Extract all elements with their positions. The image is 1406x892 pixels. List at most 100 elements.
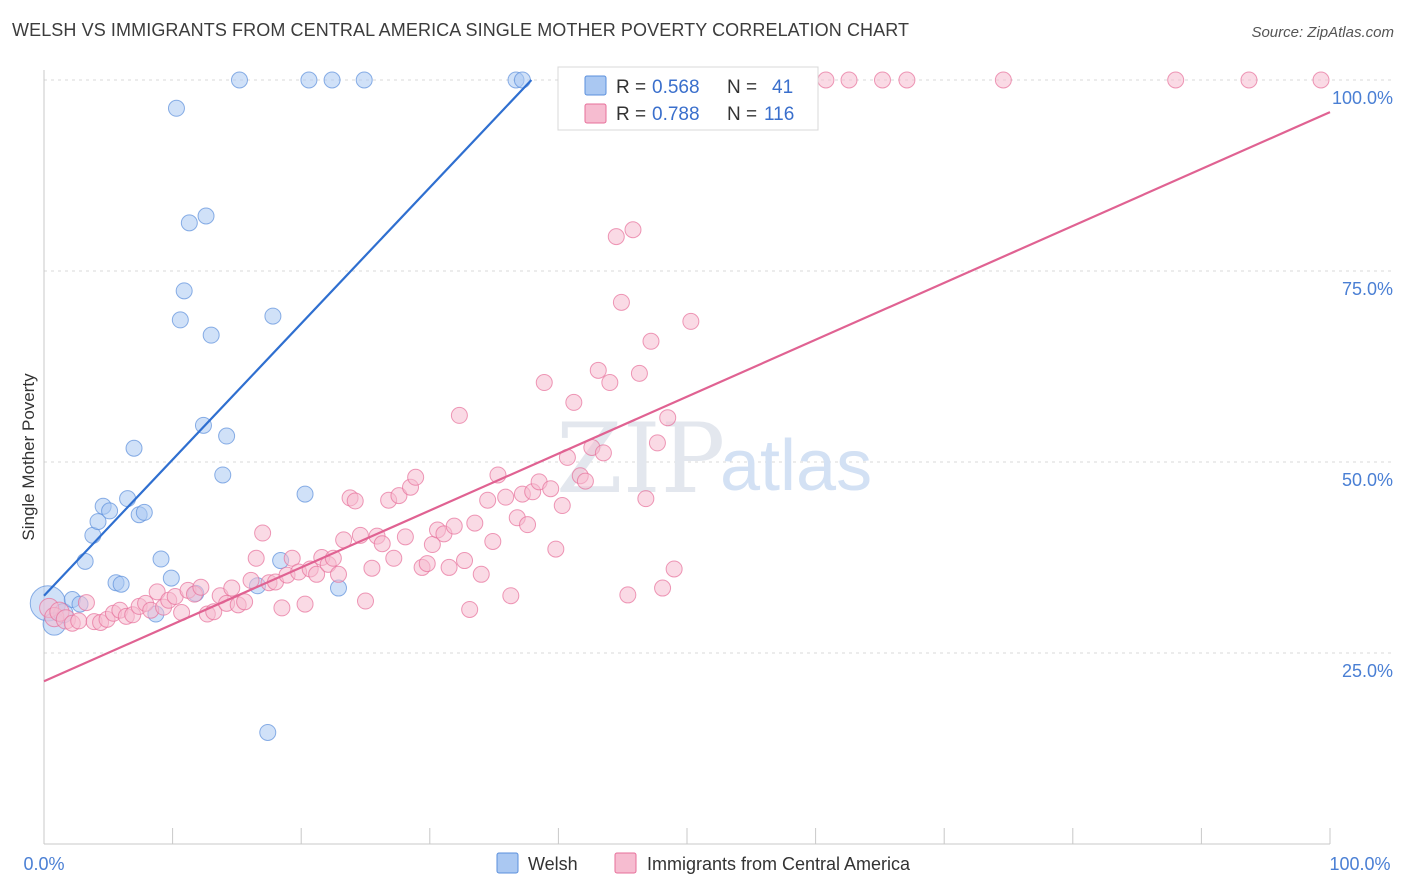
- welsh-point-13: [125, 439, 143, 457]
- immigrants-point-103: [648, 434, 666, 452]
- series-legend-swatch-welsh: [496, 852, 519, 874]
- legend-r-label-immigrants: R =: [616, 104, 646, 125]
- immigrants-trend-line: [43, 111, 1331, 683]
- immigrants-point-104: [654, 579, 672, 597]
- immigrants-point-113: [1167, 71, 1185, 89]
- chart-title: WELSH VS IMMIGRANTS FROM CENTRAL AMERICA…: [12, 20, 910, 40]
- immigrants-point-94: [594, 444, 612, 462]
- immigrants-point-85: [542, 480, 560, 498]
- welsh-trend-line: [43, 79, 533, 597]
- legend-r-label-welsh: R =: [616, 77, 646, 98]
- immigrants-point-39: [283, 549, 301, 567]
- legend-n-value-welsh: 41: [772, 77, 793, 98]
- welsh-point-18: [162, 569, 180, 587]
- series-legend-label-welsh: Welsh: [528, 854, 578, 874]
- immigrants-point-72: [466, 514, 484, 532]
- immigrants-point-81: [519, 516, 537, 534]
- immigrants-point-95: [601, 374, 619, 392]
- welsh-point-36: [323, 71, 341, 89]
- immigrants-point-98: [619, 586, 637, 604]
- immigrants-point-52: [357, 592, 374, 610]
- immigrants-point-73: [472, 565, 490, 583]
- immigrants-point-5: [70, 612, 88, 630]
- immigrants-point-47: [329, 565, 347, 583]
- immigrants-point-75: [484, 532, 502, 550]
- welsh-point-5: [76, 552, 94, 570]
- immigrants-point-96: [607, 228, 625, 246]
- welsh-point-19: [167, 99, 185, 117]
- trend-lines: [43, 79, 1331, 683]
- legend-r-value-welsh: 0.568: [652, 77, 700, 98]
- immigrants-point-61: [407, 468, 425, 486]
- immigrants-point-107: [682, 312, 700, 330]
- welsh-point-25: [197, 207, 215, 225]
- legend-swatch-immigrants: [584, 103, 607, 124]
- welsh-point-26: [202, 326, 220, 344]
- immigrants-point-99: [624, 221, 642, 239]
- y-tick-label-75: 75.0%: [1342, 279, 1393, 299]
- welsh-point-38: [355, 71, 373, 89]
- immigrants-point-53: [363, 559, 381, 577]
- immigrants-point-89: [565, 393, 583, 411]
- immigrants-point-63: [418, 555, 436, 573]
- welsh-point-28: [218, 427, 236, 445]
- y-tick-labels: 25.0% 50.0% 75.0% 100.0%: [1332, 88, 1393, 681]
- correlation-legend: R = 0.568 N = 41 R = 0.788 N = 116: [557, 66, 819, 131]
- immigrants-point-68: [445, 517, 463, 535]
- welsh-point-9: [101, 502, 119, 520]
- immigrants-point-50: [346, 492, 364, 510]
- welsh-point-15: [135, 503, 153, 521]
- legend-n-label-immigrants: N =: [727, 104, 757, 125]
- welsh-point-29: [230, 71, 248, 89]
- y-tick-label-100: 100.0%: [1332, 88, 1393, 108]
- welsh-point-7: [89, 513, 107, 531]
- immigrants-point-57: [385, 549, 403, 567]
- legend-n-value-immigrants: 116: [764, 104, 794, 125]
- immigrants-point-34: [254, 524, 272, 542]
- immigrants-point-100: [630, 364, 648, 382]
- immigrants-point-59: [396, 528, 414, 546]
- immigrants-point-17: [148, 583, 166, 601]
- welsh-point-21: [175, 282, 193, 300]
- immigrants-point-105: [659, 409, 677, 427]
- welsh-point-17: [152, 550, 170, 568]
- immigrants-point-115: [1312, 71, 1330, 89]
- immigrants-point-31: [236, 593, 254, 611]
- immigrants-point-112: [994, 71, 1012, 89]
- x-tick-label-min: 0.0%: [23, 854, 64, 874]
- watermark-atlas: atlas: [720, 426, 872, 506]
- series-legend-label-immigrants: Immigrants from Central America: [647, 854, 911, 874]
- immigrants-point-37: [273, 599, 291, 617]
- welsh-point-11: [112, 575, 130, 593]
- immigrants-point-114: [1240, 71, 1258, 89]
- grid-lines: [44, 79, 1392, 654]
- immigrants-point-55: [373, 535, 391, 553]
- immigrants-point-32: [242, 571, 260, 589]
- x-tick-label-max: 100.0%: [1329, 854, 1390, 874]
- welsh-point-31: [259, 723, 277, 741]
- welsh-point-40: [513, 71, 531, 89]
- welsh-point-20: [171, 311, 189, 329]
- welsh-point-12: [119, 490, 137, 508]
- immigrants-point-43: [308, 565, 326, 583]
- immigrants-point-86: [547, 540, 565, 558]
- immigrants-point-78: [502, 587, 520, 605]
- immigrants-point-69: [450, 406, 468, 424]
- immigrants-point-84: [535, 374, 553, 392]
- immigrants-point-70: [456, 552, 474, 570]
- immigrants-point-111: [898, 71, 916, 89]
- y-tick-label-25: 25.0%: [1342, 661, 1393, 681]
- immigrants-point-33: [247, 549, 265, 567]
- welsh-point-22: [180, 214, 198, 232]
- welsh-point-35: [300, 71, 318, 89]
- welsh-point-27: [214, 466, 232, 484]
- legend-n-label-welsh: N =: [727, 77, 757, 98]
- immigrants-point-106: [665, 560, 683, 578]
- welsh-point-32: [264, 307, 282, 325]
- x-ticks: [43, 828, 1331, 844]
- series-legend-swatch-immigrants: [614, 852, 637, 874]
- immigrants-point-6: [77, 594, 95, 612]
- immigrants-point-109: [840, 71, 858, 89]
- immigrants-point-108: [817, 71, 835, 89]
